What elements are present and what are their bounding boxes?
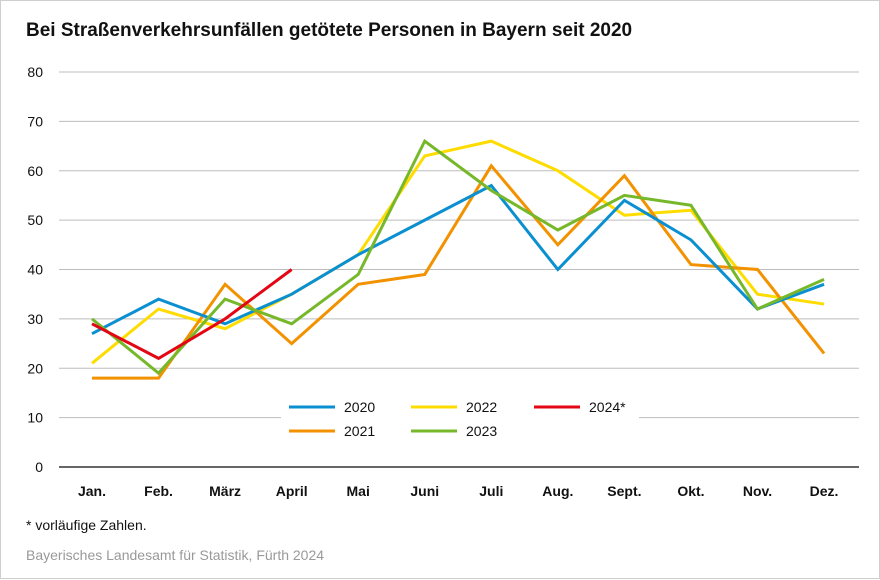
- y-tick-label: 20: [27, 360, 43, 376]
- legend-label: 2022: [466, 399, 497, 415]
- series-line-2023: [91, 138, 825, 376]
- y-tick-label: 10: [27, 410, 43, 426]
- y-tick-label: 30: [27, 311, 43, 327]
- x-tick-label: Juni: [410, 483, 439, 499]
- x-tick-label: Nov.: [743, 483, 772, 499]
- legend-box: [281, 392, 639, 442]
- y-tick-label: 0: [35, 459, 43, 475]
- x-tick-label: Dez.: [810, 483, 839, 499]
- series-line-2024: [91, 268, 293, 361]
- x-tick-label: März: [209, 483, 241, 499]
- legend-label: 2020: [344, 399, 375, 415]
- y-tick-label: 40: [27, 262, 43, 278]
- x-tick-label: Juli: [479, 483, 503, 499]
- x-tick-label: Aug.: [542, 483, 573, 499]
- x-tick-label: Sept.: [607, 483, 641, 499]
- x-tick-label: Mai: [347, 483, 370, 499]
- series-line-2021: [92, 163, 826, 380]
- chart-title: Bei Straßenverkehrsunfällen getötete Per…: [26, 20, 633, 41]
- legend-label: 2023: [466, 423, 497, 439]
- y-tick-label: 60: [27, 163, 43, 179]
- x-tick-label: Jan.: [78, 483, 106, 499]
- footnote: * vorläufige Zahlen.: [26, 517, 147, 533]
- x-tick-label: Okt.: [677, 483, 704, 499]
- x-tick-label: April: [276, 483, 308, 499]
- legend-label: 2024*: [589, 399, 626, 415]
- series-line-2020: [91, 183, 825, 336]
- x-tick-label: Feb.: [144, 483, 173, 499]
- legend-label: 2021: [344, 423, 375, 439]
- series-line-2022: [91, 139, 825, 365]
- source-note: Bayerisches Landesamt für Statistik, Für…: [26, 547, 325, 563]
- y-tick-label: 70: [27, 113, 43, 129]
- y-tick-label: 80: [27, 64, 43, 80]
- y-tick-label: 50: [27, 212, 43, 228]
